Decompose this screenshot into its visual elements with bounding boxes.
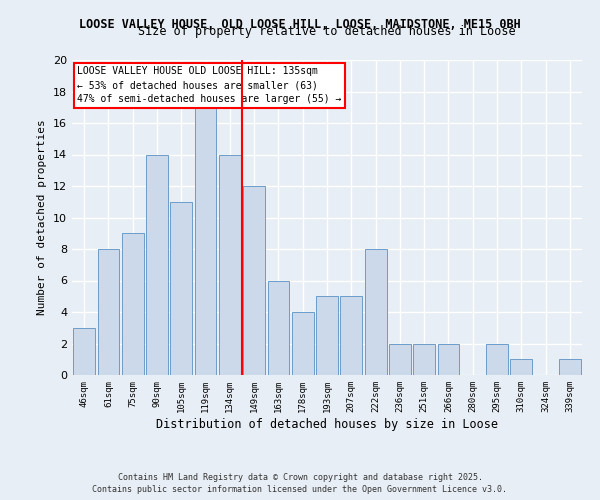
Bar [219, 154, 241, 375]
Bar [413, 344, 435, 375]
Bar [122, 233, 143, 375]
Bar [486, 344, 508, 375]
Bar [437, 344, 460, 375]
Bar [316, 296, 338, 375]
Bar [292, 312, 314, 375]
Bar [97, 249, 119, 375]
Y-axis label: Number of detached properties: Number of detached properties [37, 120, 47, 316]
Bar [511, 359, 532, 375]
Title: Size of property relative to detached houses in Loose: Size of property relative to detached ho… [138, 25, 516, 38]
Bar [340, 296, 362, 375]
Bar [389, 344, 411, 375]
Text: LOOSE VALLEY HOUSE OLD LOOSE HILL: 135sqm
← 53% of detached houses are smaller (: LOOSE VALLEY HOUSE OLD LOOSE HILL: 135sq… [77, 66, 341, 104]
Bar [243, 186, 265, 375]
X-axis label: Distribution of detached houses by size in Loose: Distribution of detached houses by size … [156, 418, 498, 430]
Bar [365, 249, 386, 375]
Bar [73, 328, 95, 375]
Text: LOOSE VALLEY HOUSE, OLD LOOSE HILL, LOOSE, MAIDSTONE, ME15 0BH: LOOSE VALLEY HOUSE, OLD LOOSE HILL, LOOS… [79, 18, 521, 30]
Bar [194, 108, 217, 375]
Text: Contains HM Land Registry data © Crown copyright and database right 2025.
Contai: Contains HM Land Registry data © Crown c… [92, 472, 508, 494]
Bar [559, 359, 581, 375]
Bar [268, 280, 289, 375]
Bar [170, 202, 192, 375]
Bar [146, 154, 168, 375]
